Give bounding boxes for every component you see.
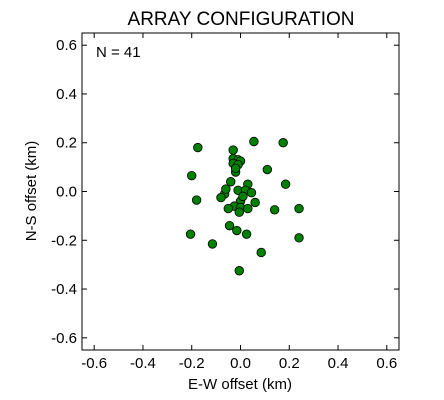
data-point — [232, 225, 242, 236]
data-point — [294, 203, 304, 214]
data-point — [249, 136, 259, 147]
data-point — [226, 177, 236, 187]
data-point — [243, 203, 253, 214]
data-point — [256, 247, 266, 258]
data-point — [269, 205, 280, 215]
data-point — [221, 184, 231, 194]
data-point — [207, 239, 218, 249]
data-point — [238, 191, 248, 202]
data-point — [185, 229, 196, 239]
data-point — [224, 220, 235, 231]
data-point — [241, 229, 252, 239]
y-tick-label: 0.4 — [56, 86, 77, 103]
x-tick-label: -0.2 — [179, 355, 205, 372]
x-axis-label: E-W offset (km) — [188, 376, 292, 393]
x-tick-label: -0.4 — [130, 355, 156, 372]
y-axis-label: N-S offset (km) — [23, 141, 40, 242]
count-annotation: N = 41 — [96, 44, 141, 61]
x-axis: -0.6 -0.4 -0.2 0.0 0.2 0.4 0.6 — [81, 33, 397, 372]
data-point — [278, 138, 288, 148]
x-tick-label: 0.6 — [376, 355, 397, 372]
y-tick-label: 0.2 — [56, 135, 77, 152]
data-point — [280, 179, 291, 189]
data-point — [250, 197, 260, 208]
x-tick-label: -0.6 — [81, 355, 107, 372]
data-point — [187, 170, 197, 181]
y-tick-label: 0.6 — [56, 37, 77, 54]
y-tick-label: -0.4 — [51, 281, 77, 298]
data-point — [246, 188, 257, 198]
data-point — [234, 207, 244, 217]
y-tick-label: -0.2 — [51, 232, 77, 249]
y-axis: -0.6 -0.4 -0.2 0.0 0.2 0.4 0.6 — [51, 37, 399, 347]
y-tick-label: -0.6 — [51, 330, 77, 347]
data-points — [185, 136, 304, 276]
data-point — [223, 203, 234, 214]
y-tick-label: 0.0 — [56, 184, 77, 201]
data-point — [262, 164, 273, 175]
data-point — [230, 163, 241, 174]
x-tick-label: 0.0 — [230, 355, 251, 372]
chart-title: ARRAY CONFIGURATION — [128, 9, 355, 30]
data-point — [228, 145, 238, 155]
data-point — [216, 192, 226, 203]
data-point — [193, 142, 203, 153]
data-point — [234, 266, 244, 276]
data-point — [294, 233, 304, 243]
x-tick-label: 0.2 — [279, 355, 300, 372]
x-tick-label: 0.4 — [328, 355, 349, 372]
data-point — [191, 195, 202, 205]
